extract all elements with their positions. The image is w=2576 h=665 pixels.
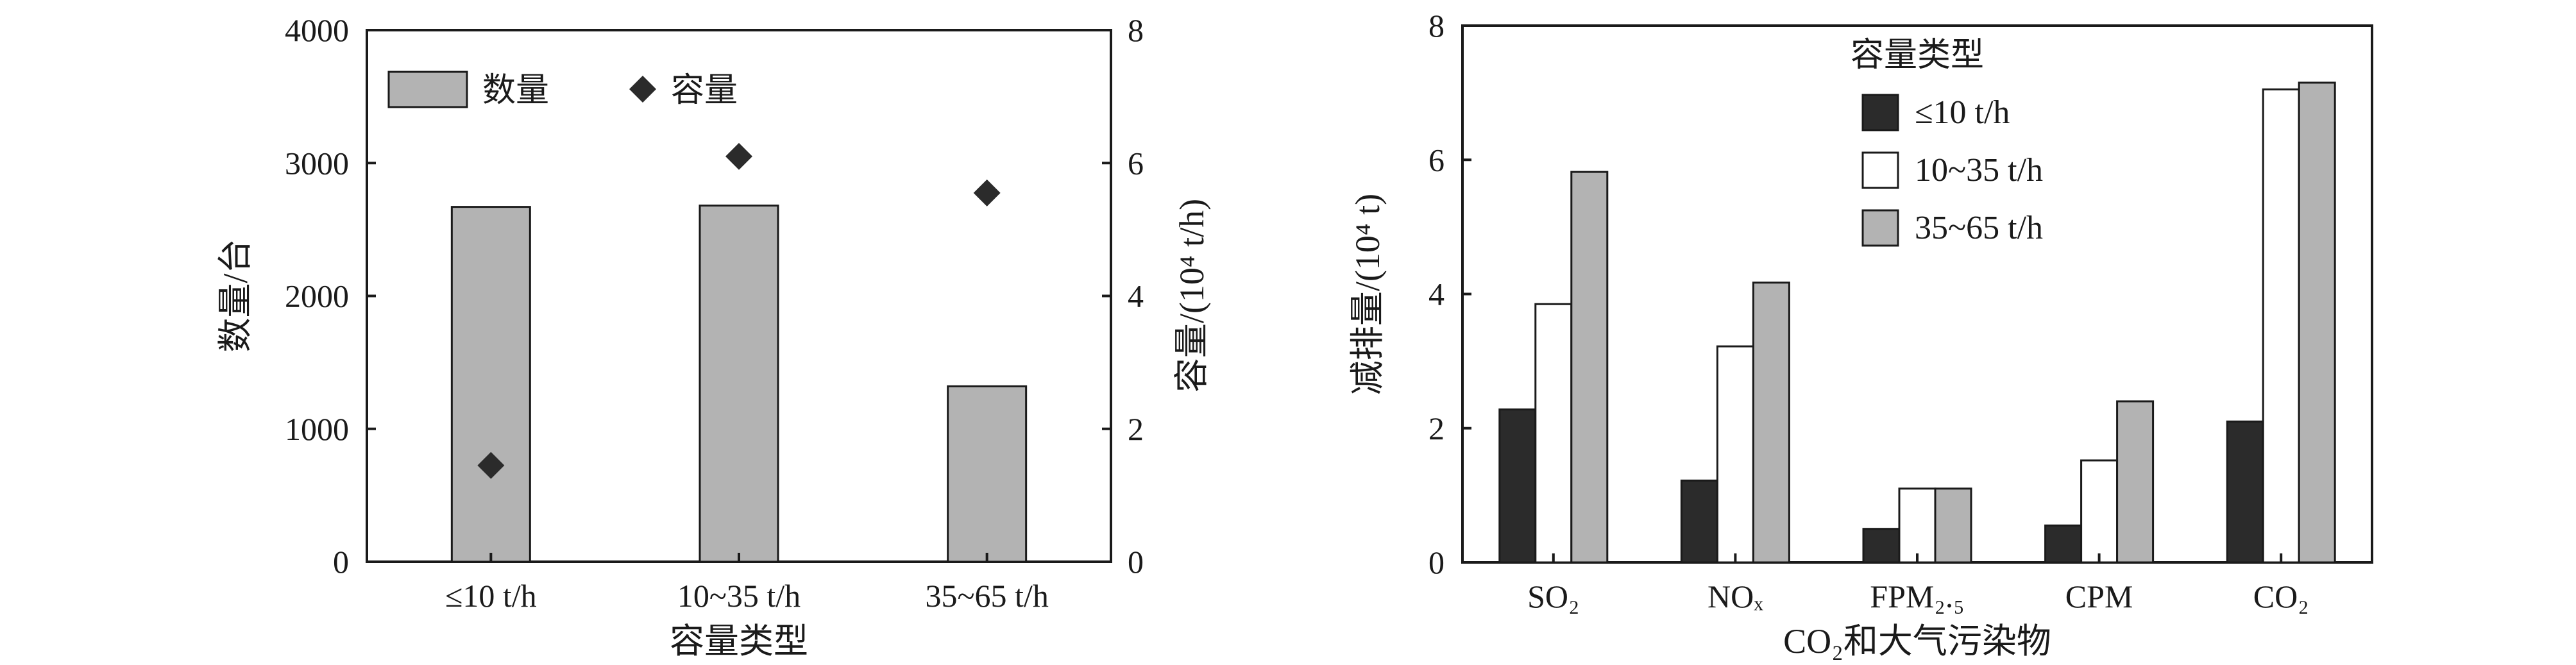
chart-2-ytick-label: 0	[1428, 544, 1445, 580]
bar-s2-c2	[1934, 487, 1972, 564]
chart-1-ytick-right-label: 6	[1128, 145, 1144, 181]
chart-2-emission-reduction: 0 2 4 6 8 SO₂ NOₓ FPM₂.₅ CPM CO₂ CO₂和大气污染物 减排量/(…	[1348, 8, 2373, 661]
chart-1-xtick-label: 10~35 t/h	[677, 578, 801, 614]
legend-swatch-count	[387, 71, 468, 108]
legend-label-10-35: 10~35 t/h	[1915, 152, 2043, 189]
bar-s0-c3	[2044, 524, 2083, 564]
chart-1-x-axis-label: 容量类型	[670, 622, 808, 661]
bar-s1-c4	[2262, 88, 2300, 564]
bar-s0-c2	[1862, 528, 1901, 564]
legend-label-capacity: 容量	[671, 72, 738, 109]
chart-2-ytick-label: 8	[1428, 8, 1445, 44]
bar-count-2	[947, 385, 1028, 563]
bar-s0-c1	[1680, 479, 1718, 564]
chart-2-xtick-label: FPM₂.₅	[1870, 578, 1964, 614]
chart-2-legend: 容量类型 ≤10 t/h 10~35 t/h 35~65 t/h	[1851, 37, 2043, 247]
legend-label-count: 数量	[482, 72, 549, 109]
legend-swatch-le10	[1861, 94, 1899, 131]
bar-s1-c3	[2080, 459, 2119, 564]
bar-s0-c0	[1498, 408, 1537, 564]
bar-s0-c4	[2226, 420, 2264, 564]
chart-1-ytick-right-label: 8	[1128, 12, 1144, 48]
chart-1-ytick-label: 0	[333, 544, 349, 580]
chart-1-ytick-label: 2000	[285, 278, 349, 314]
chart-1-ytick-right-label: 4	[1128, 278, 1144, 314]
point-capacity-2	[973, 179, 1001, 206]
bar-s2-c1	[1752, 282, 1790, 564]
legend-label-35-65: 35~65 t/h	[1915, 210, 2043, 246]
chart-1-ytick-right-label: 2	[1128, 411, 1144, 447]
legend-title: 容量类型	[1851, 37, 1984, 74]
diamond-marker-icon	[629, 76, 656, 103]
chart-2-ytick-label: 2	[1428, 410, 1445, 446]
legend-swatch-10-35	[1861, 151, 1899, 189]
chart-1-ytick-label: 1000	[285, 411, 349, 447]
legend-label-le10: ≤10 t/h	[1915, 94, 2010, 131]
bar-s1-c2	[1898, 487, 1936, 564]
point-capacity-1	[725, 142, 752, 170]
chart-1-ytick-label: 4000	[285, 12, 349, 48]
chart-2-x-axis-label: CO₂和大气污染物	[1783, 622, 2051, 661]
bar-count-0	[450, 206, 531, 563]
chart-1-count-capacity: 0 1000 2000 3000 4000 0 2 4 6 8 ≤10 t/h 10~35 t/h…	[216, 12, 1211, 661]
chart-2-xtick-label: CO₂	[2253, 578, 2309, 614]
bar-s2-c4	[2298, 81, 2336, 564]
chart-1-y-axis-label-right: 容量/(10⁴ t/h)	[1173, 199, 1211, 392]
chart-1-ytick-right-label: 0	[1128, 544, 1144, 580]
chart-2-ytick-label: 4	[1428, 276, 1445, 312]
bar-count-1	[699, 205, 779, 563]
point-capacity-0	[477, 451, 505, 479]
bar-s2-c0	[1570, 171, 1609, 564]
bar-s1-c1	[1716, 345, 1754, 564]
chart-1-y-axis-label: 数量/台	[216, 239, 255, 352]
chart-2-xtick-label: NOₓ	[1707, 578, 1763, 614]
chart-2-y-axis-label: 减排量/(10⁴ t)	[1348, 194, 1387, 395]
chart-2-xtick-label: SO₂	[1527, 578, 1579, 614]
chart-1-xtick-label: 35~65 t/h	[925, 578, 1048, 614]
chart-1-legend: 数量 容量	[387, 71, 738, 109]
chart-1-ytick-label: 3000	[285, 145, 349, 181]
bar-s1-c0	[1534, 303, 1573, 564]
legend-swatch-35-65	[1861, 209, 1899, 247]
chart-1-xtick-label: ≤10 t/h	[445, 578, 537, 614]
chart-2-xtick-label: CPM	[2065, 578, 2133, 614]
bar-s2-c3	[2116, 400, 2155, 564]
chart-2-ytick-label: 6	[1428, 142, 1445, 178]
